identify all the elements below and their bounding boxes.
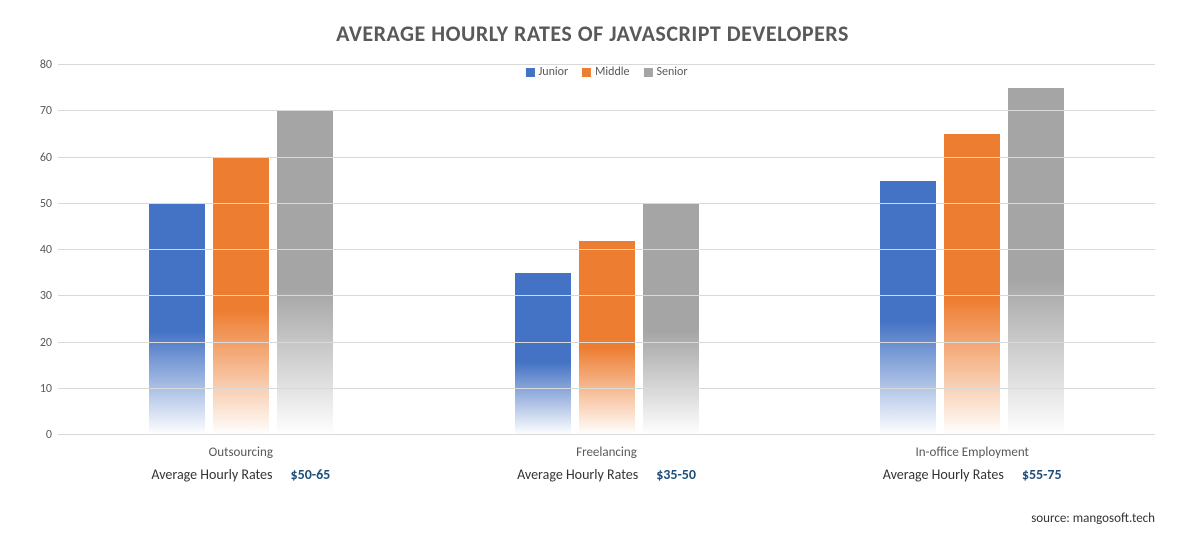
y-tick-label: 20 bbox=[40, 336, 52, 350]
y-tick-label: 10 bbox=[40, 382, 52, 396]
bar bbox=[277, 111, 333, 435]
bar-group bbox=[789, 65, 1155, 435]
x-axis-labels: Outsourcing Average Hourly Rates $50-65 Fre… bbox=[58, 445, 1155, 483]
category-name: Freelancing bbox=[424, 445, 790, 460]
legend-swatch bbox=[644, 68, 653, 77]
legend-label: Junior bbox=[538, 65, 568, 79]
rate-label: Average Hourly Rates bbox=[151, 466, 272, 483]
legend-swatch bbox=[525, 68, 534, 77]
x-group-label: Freelancing Average Hourly Rates $35-50 bbox=[424, 445, 790, 483]
bar bbox=[213, 158, 269, 436]
y-tick-label: 40 bbox=[40, 243, 52, 257]
x-group-label: Outsourcing Average Hourly Rates $50-65 bbox=[58, 445, 424, 483]
y-tick-label: 60 bbox=[40, 151, 52, 165]
bar bbox=[880, 181, 936, 435]
legend: Junior Middle Senior bbox=[525, 65, 687, 79]
rate-value: $50-65 bbox=[291, 466, 331, 483]
legend-item: Senior bbox=[644, 65, 688, 79]
legend-item: Middle bbox=[582, 65, 629, 79]
bar-groups bbox=[58, 65, 1155, 435]
plot-area: 01020304050607080 JuniorMiddleSenior bbox=[58, 65, 1155, 435]
rate-label: Average Hourly Rates bbox=[883, 466, 1004, 483]
bar bbox=[944, 134, 1000, 435]
rate-line: Average Hourly Rates $50-65 bbox=[58, 466, 424, 483]
category-name: Outsourcing bbox=[58, 445, 424, 460]
category-name: In-office Employment bbox=[789, 445, 1155, 460]
legend-swatch bbox=[582, 68, 591, 77]
legend-label: Senior bbox=[657, 65, 688, 79]
y-tick-label: 70 bbox=[40, 104, 52, 118]
rate-value: $35-50 bbox=[656, 466, 696, 483]
bar-group bbox=[58, 65, 424, 435]
bar bbox=[579, 241, 635, 435]
x-group-label: In-office Employment Average Hourly Rates… bbox=[789, 445, 1155, 483]
y-tick-label: 0 bbox=[46, 428, 52, 442]
legend-label: Middle bbox=[595, 65, 629, 79]
y-axis: 01020304050607080 bbox=[30, 65, 58, 435]
bar bbox=[149, 204, 205, 435]
rate-label: Average Hourly Rates bbox=[517, 466, 638, 483]
source-label: source: mangosoft.tech bbox=[1031, 511, 1155, 526]
legend-item: Junior bbox=[525, 65, 568, 79]
rate-value: $55-75 bbox=[1022, 466, 1062, 483]
y-tick-label: 50 bbox=[40, 197, 52, 211]
y-tick-label: 80 bbox=[40, 58, 52, 72]
bar-group bbox=[424, 65, 790, 435]
chart-title: AVERAGE HOURLY RATES OF JAVASCRIPT DEVEL… bbox=[30, 20, 1155, 47]
bar bbox=[1008, 88, 1064, 435]
bar bbox=[515, 273, 571, 435]
bar bbox=[643, 204, 699, 435]
rate-line: Average Hourly Rates $35-50 bbox=[424, 466, 790, 483]
rate-line: Average Hourly Rates $55-75 bbox=[789, 466, 1155, 483]
chart-container: AVERAGE HOURLY RATES OF JAVASCRIPT DEVEL… bbox=[30, 20, 1155, 483]
y-tick-label: 30 bbox=[40, 289, 52, 303]
